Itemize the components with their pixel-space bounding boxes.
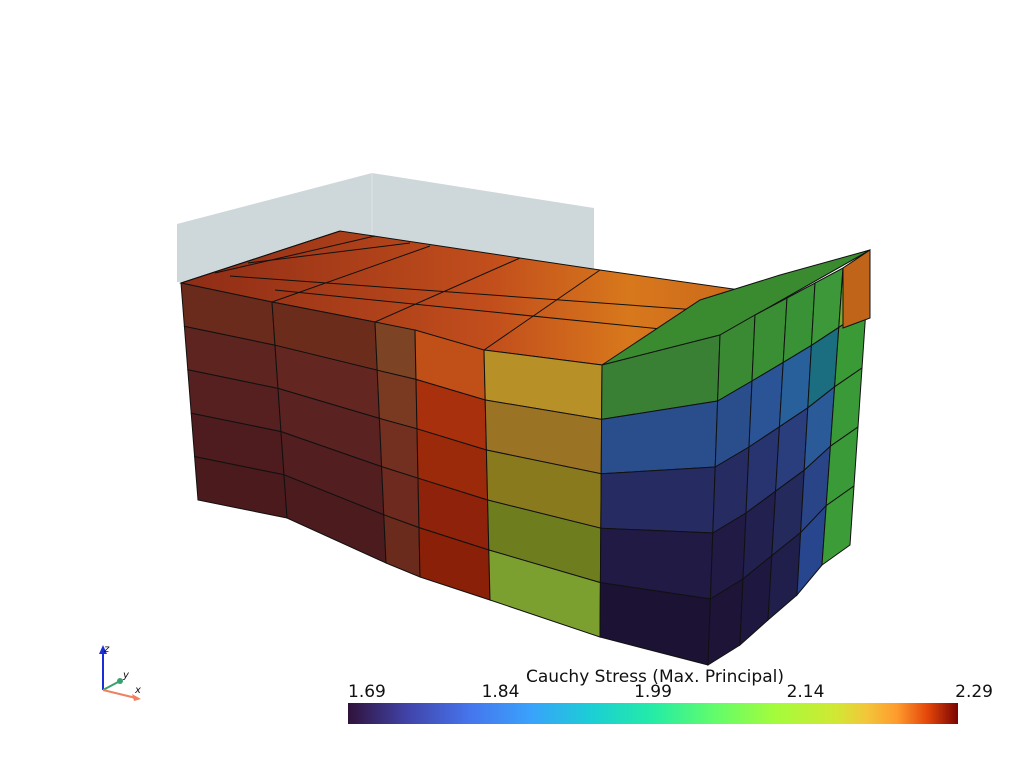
top-edge [229,275,726,313]
colorbar-tick-label: 2.29 [955,682,993,702]
z-label: z [103,644,110,655]
mesh [179,230,871,666]
y-axis [102,680,121,691]
top-edge [483,269,601,351]
top-edge [180,230,341,284]
top-edge [214,235,376,274]
colorbar-title: Cauchy Stress (Max. Principal) [526,667,784,687]
y-tip [117,678,123,684]
side-top-orange [842,249,871,329]
cell [600,466,716,534]
colorbar-tick-label: 1.84 [482,682,520,702]
colorbar-ticks: 1.69 1.84 1.99 2.14 2.29 [348,682,993,702]
z-arrow [99,645,107,654]
top-edge [247,242,411,264]
colorbar-tick-label: 2.14 [787,682,825,702]
axes-triad: z y x [99,644,141,701]
top-edge [374,257,521,323]
cell [821,484,855,567]
x-label: x [134,685,141,696]
x-axis [102,689,137,699]
x-arrow [132,694,141,701]
top-edge [274,289,721,336]
colorbar [348,703,958,724]
colorbar-tick-label: 1.99 [634,682,672,702]
colorbar-tick-label: 1.69 [348,682,386,702]
y-label: y [122,670,130,681]
